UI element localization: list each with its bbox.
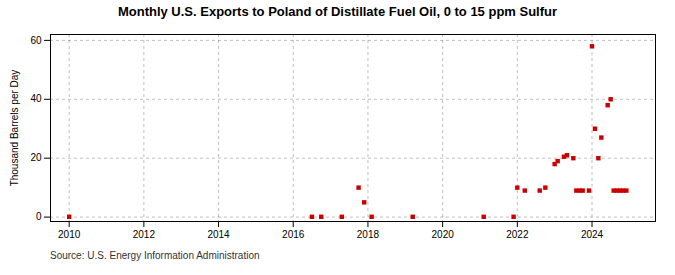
svg-text:20: 20 (30, 152, 42, 163)
svg-text:40: 40 (30, 93, 42, 104)
svg-text:2016: 2016 (282, 229, 305, 240)
svg-text:2012: 2012 (133, 229, 156, 240)
svg-text:Thousand Barrels per Day: Thousand Barrels per Day (9, 70, 20, 187)
svg-text:2010: 2010 (58, 229, 81, 240)
svg-text:60: 60 (30, 35, 42, 46)
html-text:Monthly U.S. Exports to Poland: Monthly U.S. Exports to Poland of Distil… (117, 4, 558, 19)
svg-text:0: 0 (36, 211, 42, 222)
svg-text:2022: 2022 (506, 229, 529, 240)
html-text:Source: U.S. Energy Informatio: Source: U.S. Energy Information Administ… (50, 250, 260, 261)
svg-text:2020: 2020 (432, 229, 455, 240)
svg-text:2024: 2024 (581, 229, 604, 240)
svg-text:2018: 2018 (357, 229, 380, 240)
svg-text:2014: 2014 (207, 229, 230, 240)
